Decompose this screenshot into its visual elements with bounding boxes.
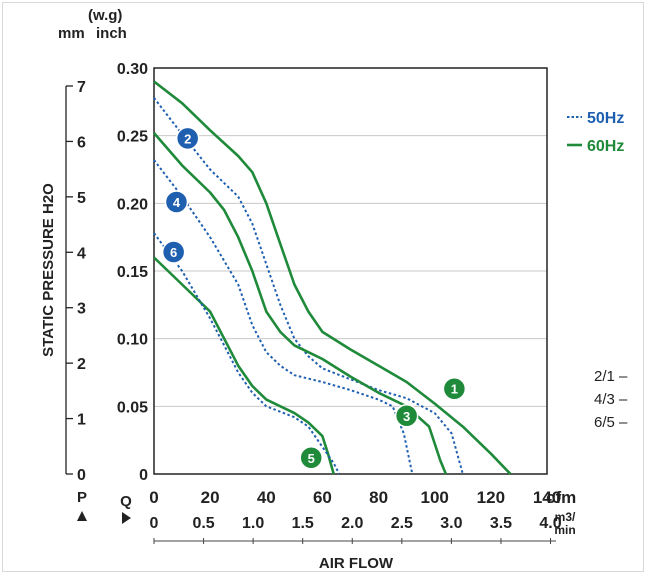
legend-entry: 50Hz bbox=[567, 110, 624, 127]
y-unit-inch: inch bbox=[96, 25, 127, 42]
y-tick-mm: 3 bbox=[77, 301, 86, 318]
x-tick-cfm: 80 bbox=[369, 488, 388, 507]
curve-marker-4: 4 bbox=[164, 190, 189, 214]
x-tick-m3min: 0.5 bbox=[192, 515, 214, 532]
curve-marker-2: 2 bbox=[175, 126, 200, 151]
x-tick-cfm: 20 bbox=[201, 488, 220, 507]
x-tick-m3min: 2.5 bbox=[391, 515, 413, 532]
series-line-4 bbox=[153, 159, 414, 475]
flow-letter: Q bbox=[120, 493, 132, 510]
curve-marker-label: 4 bbox=[173, 195, 181, 210]
ratio-label: 2/1 – bbox=[594, 368, 628, 385]
pressure-letter: P bbox=[77, 489, 87, 506]
x-unit-cfm: cfm bbox=[546, 488, 576, 507]
curve-marker-label: 5 bbox=[308, 451, 315, 466]
series-line-5 bbox=[153, 256, 335, 475]
series-layer bbox=[153, 80, 512, 475]
series-line-6 bbox=[153, 232, 341, 475]
y-tick-inch: 0 bbox=[139, 467, 148, 484]
y-tick-inch: 0.25 bbox=[117, 129, 148, 146]
x-tick-m3min: 1.0 bbox=[242, 515, 264, 532]
curve-marker-1: 1 bbox=[442, 376, 467, 401]
curve-marker-label: 2 bbox=[184, 131, 191, 146]
y-tick-mm: 6 bbox=[77, 134, 86, 151]
y-tick-mm: 2 bbox=[77, 356, 86, 373]
y-tick-inch: 0.05 bbox=[117, 399, 148, 416]
legend: 50Hz 60Hz bbox=[567, 110, 624, 155]
x-tick-m3min: 4.0 bbox=[539, 515, 561, 532]
x-tick-cfm: 40 bbox=[257, 488, 276, 507]
grid bbox=[154, 135, 547, 407]
x-tick-cfm: 100 bbox=[421, 488, 449, 507]
legend-label: 50Hz bbox=[587, 110, 624, 127]
y-tick-mm: 4 bbox=[77, 245, 86, 262]
curve-marker-label: 6 bbox=[170, 245, 177, 260]
y-tick-inch: 0.15 bbox=[117, 264, 148, 281]
curve-marker-circle bbox=[164, 190, 189, 214]
x-tick-m3min: 3.0 bbox=[440, 515, 462, 532]
x-axis-rule-ticks bbox=[153, 538, 552, 544]
curve-marker-5: 5 bbox=[299, 446, 323, 470]
y-tick-inch: 0.30 bbox=[117, 61, 148, 78]
curve-marker-6: 6 bbox=[161, 240, 186, 264]
y-tick-mm: 0 bbox=[77, 467, 86, 484]
x-tick-m3min: 2.0 bbox=[341, 515, 363, 532]
curve-marker-circle bbox=[175, 126, 200, 151]
legend-label: 60Hz bbox=[587, 138, 624, 155]
curve-marker-label: 1 bbox=[451, 382, 458, 397]
pressure-arrow bbox=[77, 511, 87, 521]
flow-arrow bbox=[122, 512, 131, 524]
y-tick-mm: 7 bbox=[77, 79, 86, 96]
x-tick-cfm: 60 bbox=[313, 488, 332, 507]
curve-marker-circle bbox=[161, 240, 186, 264]
x-tick-cfm: 140 bbox=[533, 488, 561, 507]
ratio-label: 4/3 – bbox=[594, 391, 628, 408]
y-tick-inch: 0.10 bbox=[117, 332, 148, 349]
y-unit-mm: mm bbox=[58, 25, 85, 42]
y-tick-mm: 5 bbox=[77, 190, 86, 207]
x-unit-m3min: m3/min bbox=[554, 510, 576, 537]
x-axis-label: AIR FLOW bbox=[319, 555, 394, 572]
curve-marker-3: 3 bbox=[394, 404, 419, 428]
curve-marker-circle bbox=[299, 446, 323, 470]
markers-layer: 1 2 3 4 5 6 bbox=[161, 126, 467, 470]
x-tick-m3min: 1.5 bbox=[292, 515, 314, 532]
y-axis-label: STATIC PRESSURE H2O bbox=[40, 183, 57, 357]
legend-entry: 60Hz bbox=[567, 138, 624, 155]
series-line-2 bbox=[153, 97, 464, 475]
series-line-1 bbox=[153, 80, 512, 475]
plot-border bbox=[153, 67, 548, 475]
ratio-label: 6/5 – bbox=[594, 414, 628, 431]
y-tick-inch: 0.20 bbox=[117, 196, 148, 213]
y-unit-header: (w.g) bbox=[88, 7, 122, 24]
x-tick-m3min: 0 bbox=[150, 515, 159, 532]
y-tick-mm: 1 bbox=[77, 412, 86, 429]
x-tick-m3min: 3.5 bbox=[490, 515, 512, 532]
x-tick-cfm: 120 bbox=[477, 488, 505, 507]
curve-marker-circle bbox=[394, 404, 419, 428]
curve-marker-circle bbox=[442, 376, 467, 401]
curve-marker-label: 3 bbox=[403, 409, 410, 424]
x-tick-cfm: 0 bbox=[149, 488, 158, 507]
